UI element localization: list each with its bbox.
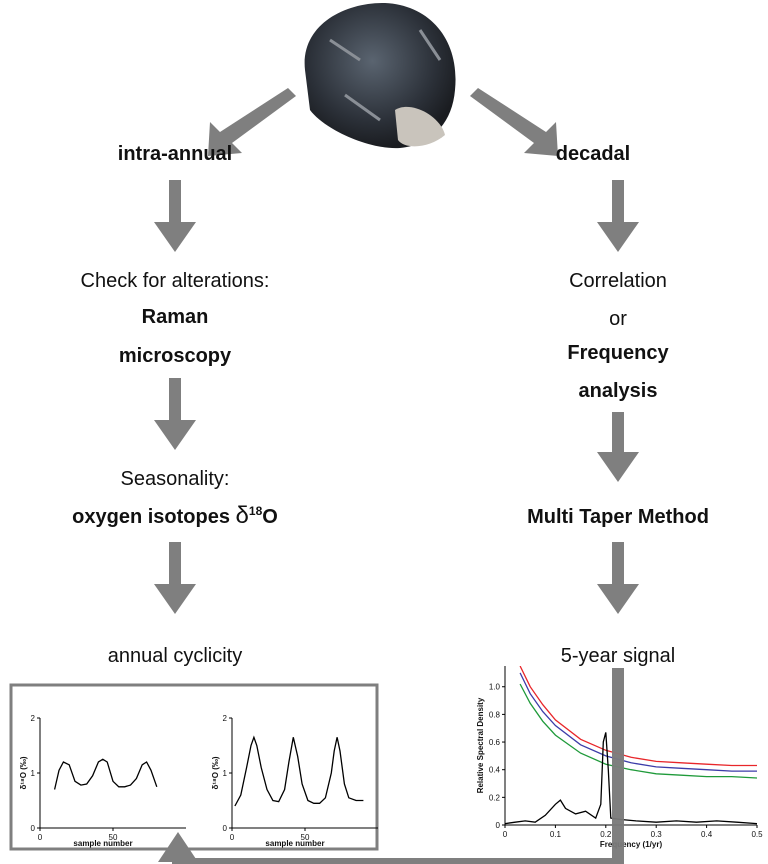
series-line: [519, 666, 757, 767]
y-tick-label: 1: [31, 769, 36, 778]
x-tick-label: 0.4: [701, 830, 713, 839]
y-tick-label: 0: [31, 824, 36, 833]
x-tick-label: 0.2: [600, 830, 612, 839]
label: annual cyclicity: [108, 645, 243, 667]
y-axis-label: Relative Spectral Density: [476, 697, 485, 793]
series-line: [234, 735, 364, 807]
x-tick-label: 50: [109, 833, 118, 842]
arrow: [154, 542, 196, 614]
y-axis-label: δ¹⁸O (‰): [19, 756, 28, 789]
x-axis-label: sample number: [265, 839, 324, 848]
label-part: oxygen isotopes: [72, 506, 235, 528]
x-tick-label: 0: [38, 833, 43, 842]
arrows: [154, 88, 639, 864]
label: oxygen isotopes δ18O: [72, 502, 278, 529]
y-tick-label: 2: [31, 714, 36, 723]
x-tick-label: 50: [301, 833, 310, 842]
label: microscopy: [119, 345, 232, 367]
series-line: [53, 758, 158, 790]
y-tick-label: 0.6: [489, 738, 501, 747]
y-tick-label: 0.2: [489, 793, 501, 802]
y-tick-label: 2: [223, 714, 228, 723]
label-part: 18: [249, 504, 263, 518]
arrow: [208, 88, 296, 156]
arrow: [597, 542, 639, 614]
label: Raman: [142, 306, 209, 328]
arrow: [154, 378, 196, 450]
series-line: [519, 672, 757, 772]
label: Correlation: [569, 270, 667, 292]
label: Frequency: [567, 342, 669, 364]
label: or: [609, 308, 627, 330]
y-tick-label: 0.4: [489, 766, 501, 775]
series-line: [505, 732, 757, 825]
y-tick-label: 1.0: [489, 683, 501, 692]
y-tick-label: 0.8: [489, 710, 501, 719]
label: 5-year signal: [561, 645, 676, 667]
label: intra-annual: [118, 143, 232, 165]
label: analysis: [579, 380, 658, 402]
shell-image: [304, 2, 456, 149]
label-part: δ: [236, 502, 249, 529]
x-axis-label: sample number: [73, 839, 132, 848]
arrow: [597, 412, 639, 482]
label: Check for alterations:: [81, 270, 270, 292]
label-part: O: [262, 506, 278, 528]
connector: [612, 668, 624, 864]
label: Multi Taper Method: [527, 506, 709, 528]
y-tick-label: 0: [496, 821, 501, 830]
label: decadal: [556, 143, 630, 165]
x-axis-label: Frequency (1/yr): [600, 840, 663, 849]
y-tick-label: 1: [223, 769, 228, 778]
arrow: [154, 180, 196, 252]
x-tick-label: 0.5: [751, 830, 763, 839]
x-tick-label: 0.1: [550, 830, 562, 839]
y-tick-label: 0: [223, 824, 228, 833]
label: Seasonality:: [121, 468, 230, 490]
chart-frame: [9, 683, 379, 851]
x-tick-label: 0.3: [651, 830, 663, 839]
y-axis-label: δ¹⁸O (‰): [211, 756, 220, 789]
x-tick-label: 0: [230, 833, 235, 842]
arrow: [470, 88, 558, 156]
arrow: [597, 180, 639, 252]
x-tick-label: 0: [503, 830, 508, 839]
